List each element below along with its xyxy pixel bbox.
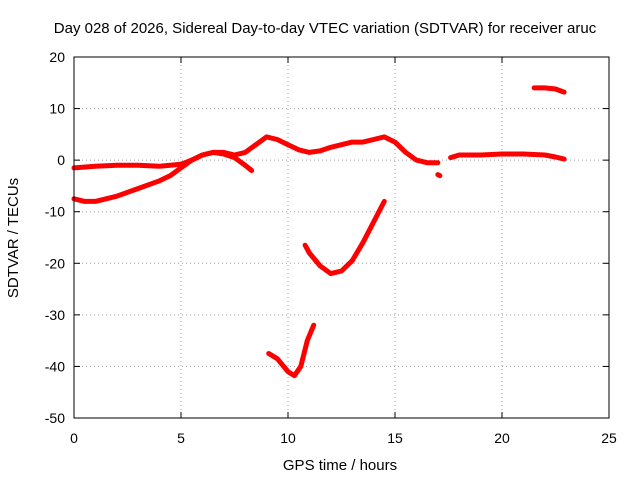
ticks: 0 5 10 15 20 25 -50 -40 -30 -20 -10 0 10 20 [45, 49, 617, 446]
series-group [71, 85, 567, 379]
y-axis-label: SDTVAR / TECUs [5, 178, 22, 298]
y-tick-label: -30 [45, 307, 65, 323]
series-track-3 [435, 172, 443, 179]
y-tick-label: 20 [49, 49, 65, 65]
y-tick-label: -50 [45, 410, 65, 426]
series-track-2 [71, 134, 441, 204]
plot-frame [73, 56, 610, 419]
x-tick-label: 15 [387, 430, 403, 446]
grid [74, 57, 609, 418]
x-tick-label: 20 [494, 430, 510, 446]
y-tick-label: -40 [45, 358, 65, 374]
series-track-5 [531, 85, 567, 95]
y-tick-label: 10 [49, 101, 65, 117]
y-tick-label: -20 [45, 255, 65, 271]
x-tick-label: 10 [280, 430, 296, 446]
x-axis-label: GPS time / hours [283, 457, 397, 474]
x-tick-label: 0 [70, 430, 78, 446]
chart-title: Day 028 of 2026, Sidereal Day-to-day VTE… [54, 20, 597, 37]
y-tick-label: 0 [57, 152, 65, 168]
x-tick-label: 25 [601, 430, 617, 446]
series-track-6 [266, 322, 317, 379]
y-tick-label: -10 [45, 204, 65, 220]
series-track-7 [302, 198, 387, 277]
x-tick-label: 5 [177, 430, 185, 446]
series-track-4 [448, 151, 567, 162]
